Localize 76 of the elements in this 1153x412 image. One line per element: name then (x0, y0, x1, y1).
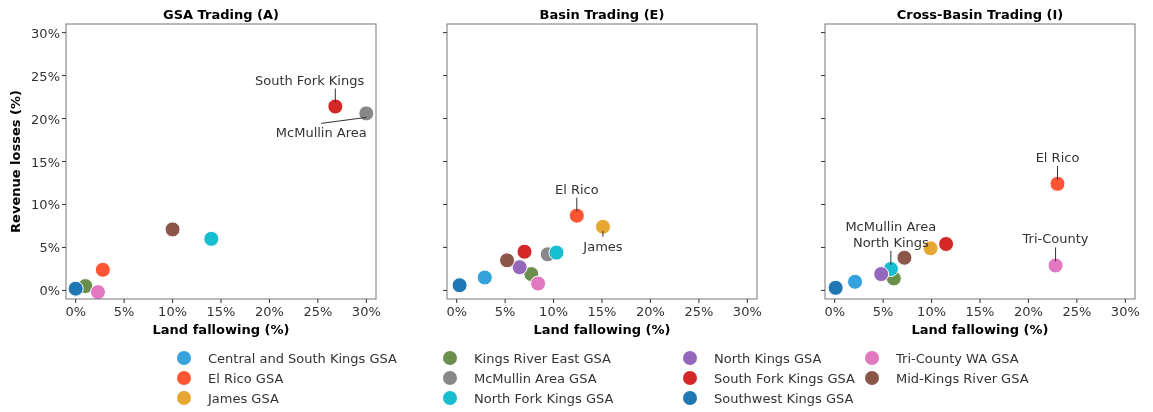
legend-label: North Kings GSA (714, 351, 822, 366)
point (594, 218, 611, 235)
point (530, 275, 547, 292)
x-tick-label: 0% (824, 304, 845, 319)
annotation: McMullin Area (275, 125, 367, 141)
point (827, 279, 844, 296)
x-tick-label: 10% (917, 304, 947, 319)
legend-label: Tri-County WA GSA (895, 351, 1019, 366)
x-tick-label: 30% (1110, 304, 1140, 319)
legend-label: Southwest Kings GSA (714, 391, 854, 406)
annotation: El Rico (1035, 149, 1080, 165)
y-tick-label: 5% (39, 240, 60, 256)
point (516, 243, 533, 260)
x-tick-label: 5% (113, 304, 135, 319)
x-axis-title: Land fallowing (%) (533, 322, 671, 337)
x-tick-label: 25% (684, 304, 714, 319)
legend-label: Kings River East GSA (474, 351, 612, 366)
x-tick-label: 25% (1062, 304, 1092, 319)
x-tick-label: 20% (254, 304, 284, 319)
x-tick-label: 0% (65, 304, 86, 319)
point (896, 249, 913, 266)
chart-title: Cross-Basin Trading (I) (896, 7, 1064, 22)
point (94, 261, 111, 278)
legend-label: McMullin Area GSA (474, 371, 597, 386)
point (358, 105, 375, 122)
point (67, 280, 84, 297)
point (511, 259, 528, 276)
point (873, 266, 890, 283)
annotation: James (582, 238, 623, 254)
annotation: El Rico (554, 181, 599, 197)
annotation: South Fork Kings (254, 72, 365, 88)
annotation: McMullin Area North Kings (845, 218, 937, 250)
x-tick-label: 5% (494, 304, 516, 319)
y-tick-label: 10% (31, 197, 60, 213)
legend-label: Mid-Kings River GSA (896, 371, 1029, 386)
point (203, 230, 220, 247)
x-tick-label: 30% (351, 304, 381, 319)
chart-title: GSA Trading (A) (162, 7, 280, 22)
y-tick-label: 15% (31, 154, 60, 170)
point (476, 269, 493, 286)
y-tick-label: 20% (31, 111, 60, 127)
point (938, 236, 955, 252)
y-tick-label: 25% (31, 68, 60, 84)
chart-title: Basin Trading (E) (539, 7, 665, 22)
legend-label: James GSA (207, 391, 279, 406)
x-tick-label: 15% (587, 304, 617, 319)
x-tick-label: 20% (1013, 304, 1043, 319)
point (89, 284, 106, 301)
x-tick-label: 25% (303, 304, 333, 319)
x-tick-label: 10% (158, 304, 188, 319)
point (548, 244, 565, 261)
x-tick-label: 30% (732, 304, 762, 319)
legend-label: North Fork Kings GSA (474, 391, 614, 406)
point (847, 273, 864, 290)
x-tick-label: 5% (872, 304, 894, 319)
annotation: Tri-County (1021, 231, 1089, 247)
point (568, 207, 585, 224)
x-axis-title: Land fallowing (%) (152, 322, 290, 337)
point (499, 252, 516, 269)
point (1049, 175, 1066, 192)
legend-label: South Fork Kings GSA (714, 371, 855, 386)
x-tick-label: 10% (539, 304, 569, 319)
legend-label: Central and South Kings GSA (208, 351, 398, 366)
y-tick-label: 0% (39, 283, 60, 299)
point (1047, 257, 1064, 274)
point (451, 277, 468, 294)
x-tick-label: 15% (206, 304, 236, 319)
y-tick-label: 30% (31, 25, 60, 41)
point (327, 98, 344, 115)
x-axis-title: Land fallowing (%) (911, 322, 1049, 337)
point (164, 221, 181, 238)
y-axis-title: Revenue losses (%) (8, 90, 23, 233)
x-tick-label: 15% (965, 304, 995, 319)
legend-label: El Rico GSA (208, 371, 284, 386)
x-tick-label: 0% (446, 304, 467, 319)
x-tick-label: 20% (635, 304, 665, 319)
